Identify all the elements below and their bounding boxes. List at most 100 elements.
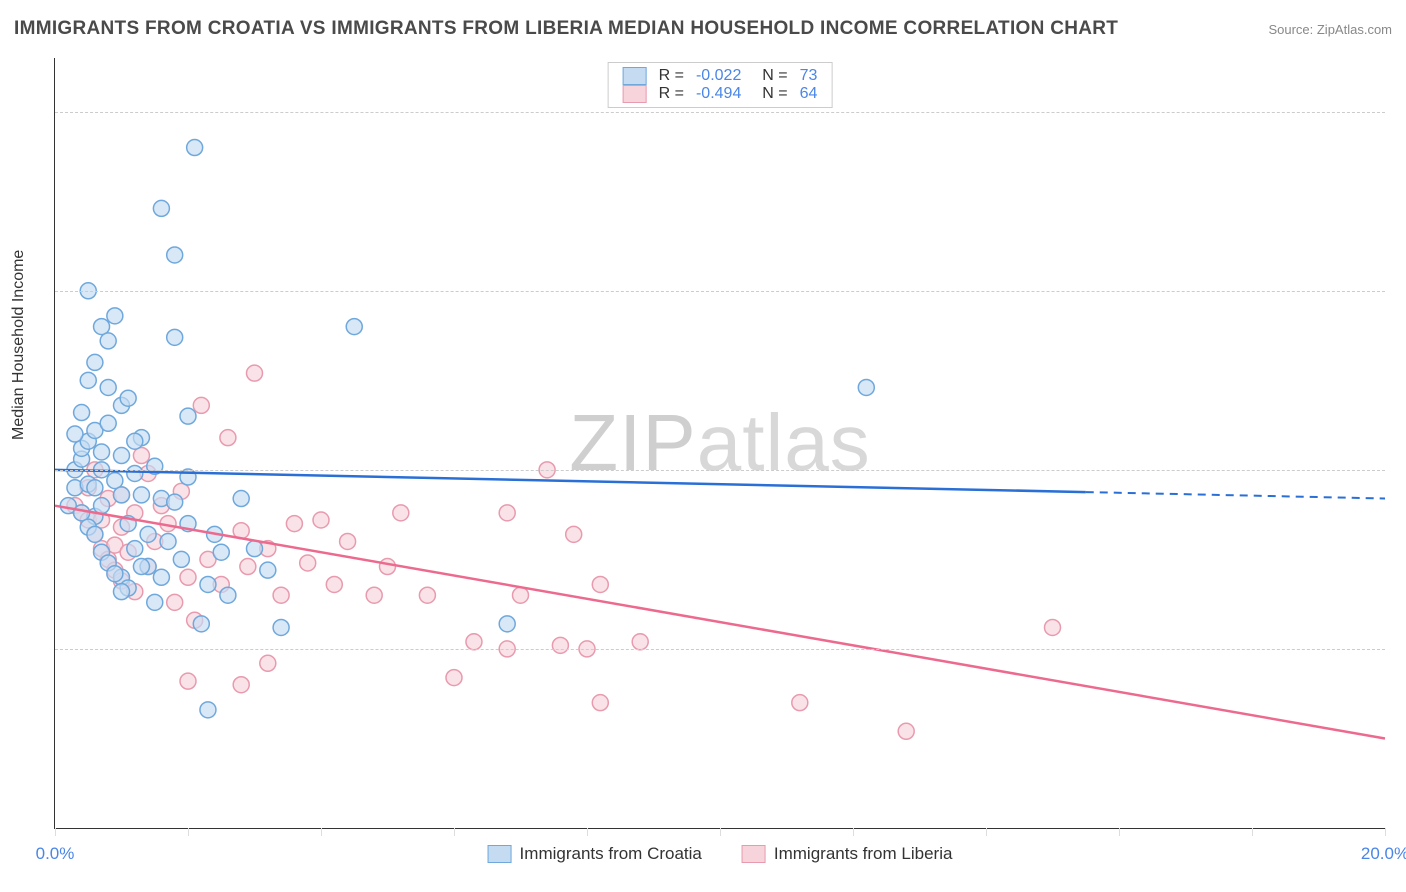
r-label: R = xyxy=(659,85,684,103)
legend-swatch-liberia xyxy=(742,845,766,863)
data-point xyxy=(127,465,143,481)
data-point xyxy=(552,637,568,653)
source-label: Source: ZipAtlas.com xyxy=(1268,22,1392,37)
data-point xyxy=(273,587,289,603)
data-point xyxy=(173,551,189,567)
data-point xyxy=(67,426,83,442)
data-point xyxy=(153,569,169,585)
trend-line xyxy=(55,470,1086,492)
chart-svg xyxy=(55,58,1385,828)
data-point xyxy=(127,541,143,557)
y-tick-label: $100,000 xyxy=(1389,460,1406,480)
data-point xyxy=(180,569,196,585)
y-axis-label: Median Household Income xyxy=(10,250,28,440)
swatch-liberia xyxy=(623,85,647,103)
data-point xyxy=(233,491,249,507)
grid-line-h xyxy=(55,649,1385,650)
trend-line xyxy=(55,506,1385,739)
data-point xyxy=(1045,619,1061,635)
data-point xyxy=(133,448,149,464)
data-point xyxy=(167,594,183,610)
data-point xyxy=(133,487,149,503)
n-label: N = xyxy=(753,67,787,85)
data-point xyxy=(127,433,143,449)
x-tick-label: 20.0% xyxy=(1361,844,1406,864)
stats-row-a: R = -0.022 N = 73 xyxy=(623,67,818,85)
data-point xyxy=(213,544,229,560)
data-point xyxy=(346,319,362,335)
data-point xyxy=(140,526,156,542)
data-point xyxy=(446,670,462,686)
x-tick xyxy=(454,828,455,836)
data-point xyxy=(100,333,116,349)
data-point xyxy=(107,308,123,324)
r-label: R = xyxy=(659,67,684,85)
n-label: N = xyxy=(753,85,787,103)
x-tick xyxy=(587,828,588,836)
data-point xyxy=(87,354,103,370)
data-point xyxy=(187,140,203,156)
legend-label-liberia: Immigrants from Liberia xyxy=(774,844,953,864)
data-point xyxy=(114,448,130,464)
data-point xyxy=(858,379,874,395)
data-point xyxy=(326,576,342,592)
x-tick xyxy=(1385,828,1386,836)
y-tick-label: $50,000 xyxy=(1389,639,1406,659)
data-point xyxy=(499,616,515,632)
data-point xyxy=(313,512,329,528)
chart-title: IMMIGRANTS FROM CROATIA VS IMMIGRANTS FR… xyxy=(14,18,1118,40)
data-point xyxy=(74,405,90,421)
data-point xyxy=(193,616,209,632)
data-point xyxy=(233,677,249,693)
y-tick-label: $150,000 xyxy=(1389,281,1406,301)
data-point xyxy=(419,587,435,603)
data-point xyxy=(340,533,356,549)
data-point xyxy=(247,541,263,557)
data-point xyxy=(133,559,149,575)
plot-area: ZIPatlas R = -0.022 N = 73 R = -0.494 N … xyxy=(54,58,1385,829)
data-point xyxy=(167,494,183,510)
data-point xyxy=(200,702,216,718)
data-point xyxy=(592,695,608,711)
data-point xyxy=(592,576,608,592)
data-point xyxy=(792,695,808,711)
data-point xyxy=(240,559,256,575)
r-value-a: -0.022 xyxy=(696,67,741,85)
data-point xyxy=(167,247,183,263)
n-value-b: 64 xyxy=(800,85,818,103)
data-point xyxy=(87,480,103,496)
legend-label-croatia: Immigrants from Croatia xyxy=(520,844,702,864)
data-point xyxy=(466,634,482,650)
stats-row-b: R = -0.494 N = 64 xyxy=(623,85,818,103)
data-point xyxy=(566,526,582,542)
data-point xyxy=(300,555,316,571)
data-point xyxy=(74,505,90,521)
x-tick xyxy=(55,828,56,836)
x-tick-label: 0.0% xyxy=(36,844,75,864)
data-point xyxy=(94,498,110,514)
data-point xyxy=(107,566,123,582)
x-tick xyxy=(1252,828,1253,836)
data-point xyxy=(247,365,263,381)
data-point xyxy=(114,487,130,503)
legend: Immigrants from Croatia Immigrants from … xyxy=(488,844,953,864)
swatch-croatia xyxy=(623,67,647,85)
data-point xyxy=(513,587,529,603)
data-point xyxy=(147,594,163,610)
data-point xyxy=(94,319,110,335)
stats-box: R = -0.022 N = 73 R = -0.494 N = 64 xyxy=(608,62,833,108)
data-point xyxy=(120,390,136,406)
x-tick xyxy=(720,828,721,836)
data-point xyxy=(898,723,914,739)
data-point xyxy=(286,516,302,532)
data-point xyxy=(80,372,96,388)
data-point xyxy=(87,526,103,542)
x-tick xyxy=(853,828,854,836)
n-value-a: 73 xyxy=(800,67,818,85)
legend-item-croatia: Immigrants from Croatia xyxy=(488,844,702,864)
data-point xyxy=(180,673,196,689)
data-point xyxy=(100,415,116,431)
legend-item-liberia: Immigrants from Liberia xyxy=(742,844,953,864)
data-point xyxy=(100,379,116,395)
trend-line-dashed xyxy=(1086,492,1385,498)
